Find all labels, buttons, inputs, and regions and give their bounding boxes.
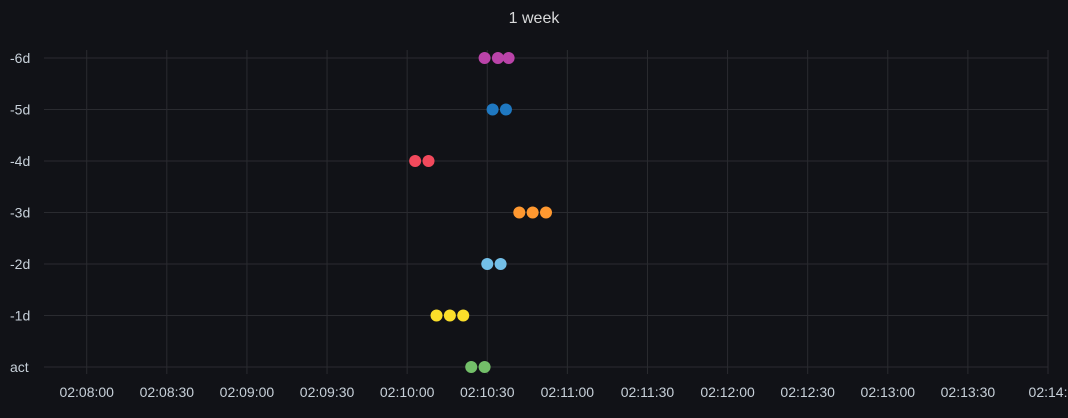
data-point[interactable] xyxy=(422,155,435,167)
x-tick-label: 02:11:00 xyxy=(541,384,595,400)
y-tick-label: -5d xyxy=(10,102,30,118)
x-tick-label: 02:13:30 xyxy=(941,384,996,400)
x-tick-label: 02:09:00 xyxy=(220,384,275,400)
y-tick-label: -3d xyxy=(10,205,30,221)
x-tick-label: 02:09:30 xyxy=(300,384,355,400)
x-tick-label: 02:12:00 xyxy=(700,384,755,400)
x-tick-label: 02:11:30 xyxy=(621,384,675,400)
x-tick-label: 02:14: xyxy=(1029,384,1068,400)
data-point[interactable] xyxy=(478,361,491,373)
data-point[interactable] xyxy=(409,155,422,167)
data-point[interactable] xyxy=(486,103,499,116)
panel-title[interactable]: 1 week xyxy=(508,10,560,27)
data-point[interactable] xyxy=(443,309,456,322)
y-tick-label: act xyxy=(10,359,29,375)
data-point[interactable] xyxy=(513,206,526,219)
data-point[interactable] xyxy=(494,258,507,270)
x-tick-label: 02:10:30 xyxy=(460,384,515,400)
x-axis: 02:08:00 02:08:30 02:09:00 02:09:30 02:10:00… xyxy=(59,384,1067,400)
x-tick-label: 02:13:00 xyxy=(861,384,916,400)
data-point[interactable] xyxy=(478,52,491,64)
data-points xyxy=(409,52,552,373)
y-axis: -6d -5d -4d -3d -2d -1d act xyxy=(10,50,30,375)
data-point[interactable] xyxy=(457,309,470,322)
data-point[interactable] xyxy=(526,206,539,219)
y-tick-label: -1d xyxy=(10,308,30,324)
x-tick-label: 02:08:30 xyxy=(140,384,195,400)
data-point[interactable] xyxy=(499,103,512,116)
y-tick-label: -2d xyxy=(10,256,30,272)
y-tick-label: -6d xyxy=(10,50,30,66)
x-tick-label: 02:12:30 xyxy=(780,384,835,400)
data-point[interactable] xyxy=(465,361,478,373)
data-point[interactable] xyxy=(502,52,515,64)
y-tick-label: -4d xyxy=(10,153,30,169)
x-tick-label: 02:08:00 xyxy=(59,384,114,400)
data-point[interactable] xyxy=(540,206,552,219)
data-point[interactable] xyxy=(491,52,504,64)
data-point[interactable] xyxy=(430,309,443,322)
x-tick-label: 02:10:00 xyxy=(380,384,435,400)
data-point[interactable] xyxy=(481,258,494,270)
